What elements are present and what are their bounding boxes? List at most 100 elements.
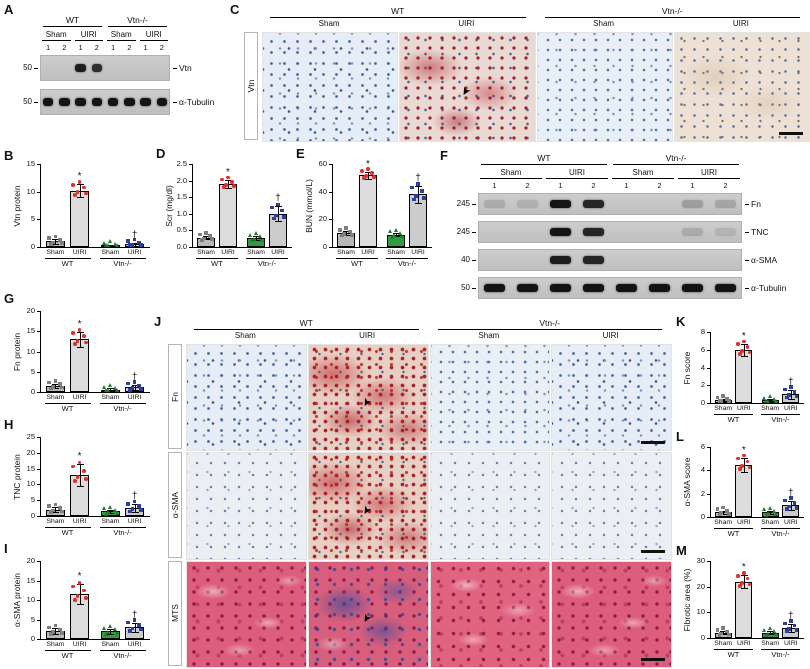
y-tick: [329, 191, 332, 193]
data-point: [789, 619, 793, 624]
data-point: [276, 202, 280, 207]
data-point: [126, 239, 130, 243]
protein-band: [582, 228, 605, 236]
y-tick: [329, 164, 332, 165]
x-tick-label: Sham: [714, 519, 733, 526]
y-tick-label: 6: [700, 442, 705, 451]
error-bar: [723, 510, 725, 515]
protein-band: [124, 98, 135, 106]
error-bar-cap: [52, 628, 60, 630]
protein-band: [648, 284, 671, 292]
error-bar-cap: [52, 511, 60, 513]
data-point: [224, 183, 228, 187]
x-tick-label: UIRI: [72, 641, 87, 648]
histology-image: [429, 452, 551, 560]
y-tick-label: 60: [318, 159, 327, 168]
y-tick-label: 4: [700, 362, 705, 372]
data-point: [736, 574, 740, 578]
data-point: [767, 505, 772, 510]
y-tick-label: 20: [696, 581, 705, 591]
data-point: [350, 233, 354, 237]
data-point: [47, 380, 51, 385]
data-point: [771, 396, 776, 401]
error-bar-cap: [393, 232, 400, 234]
panel-d-chart: Scr (mg/dl) 0.0 0.5 1.0 1.5 2.0 2.5 Sham * UIRI Sh…: [162, 152, 296, 274]
data-point: [132, 237, 137, 242]
x-tick-label: UIRI: [784, 405, 798, 412]
protein-band: [714, 200, 737, 208]
error-bar-cap: [76, 332, 84, 334]
error-bar-cap: [740, 457, 748, 459]
histology-row-label: MTS: [170, 604, 180, 623]
histology-group-header: Vtn-/-: [544, 6, 800, 18]
error-bar: [770, 399, 772, 402]
y-axis: [192, 164, 193, 248]
data-point: [137, 623, 141, 627]
data-point: [58, 506, 62, 510]
error-bar: [134, 242, 136, 246]
panel-label-i: I: [4, 541, 8, 556]
data-point: [787, 627, 791, 631]
protein-band: [91, 64, 103, 72]
histology-column-header: Sham: [234, 331, 256, 340]
data-point: [51, 240, 55, 245]
blot-label-tick: [173, 102, 177, 103]
histology-image: [551, 560, 672, 668]
data-point: [101, 384, 106, 389]
panel-label-f: F: [440, 148, 448, 163]
data-point: [103, 511, 108, 516]
group-label: WT: [351, 259, 363, 268]
data-point: [51, 384, 55, 389]
y-tick: [37, 619, 40, 621]
error-bar-cap: [720, 514, 728, 516]
y-tick: [707, 561, 710, 562]
panel-label-b: B: [4, 148, 14, 163]
data-point: [721, 394, 725, 398]
significance-marker: *: [77, 450, 82, 462]
blot-group-header: WT: [481, 152, 607, 165]
x-tick-label: Sham: [761, 405, 780, 412]
blot-condition-header: UIRI: [546, 167, 608, 179]
error-bar-cap: [720, 631, 728, 633]
y-tick: [37, 164, 40, 165]
y-tick: [37, 219, 40, 221]
error-bar: [790, 500, 792, 510]
protein-band: [75, 98, 86, 106]
protein-band: [681, 284, 704, 292]
blot-lane-number: 1: [78, 43, 83, 52]
error-bar-cap: [720, 510, 728, 512]
data-point: [103, 243, 108, 247]
protein-band: [59, 98, 70, 106]
x-tick-label: UIRI: [784, 519, 798, 526]
x-tick-label: Sham: [101, 641, 120, 648]
error-bar: [55, 507, 57, 512]
blot-lane-number: 2: [62, 43, 67, 52]
significance-marker: †: [788, 610, 794, 622]
error-bar: [134, 622, 136, 632]
data-point: [348, 229, 352, 234]
error-bar: [110, 509, 112, 513]
data-point: [420, 189, 424, 193]
data-point: [762, 627, 767, 632]
error-bar-cap: [253, 239, 260, 241]
error-bar-cap: [107, 390, 115, 392]
data-point: [362, 176, 366, 180]
data-point: [77, 328, 82, 332]
y-tick: [37, 452, 40, 454]
data-point: [222, 185, 226, 189]
error-bar-cap: [131, 622, 139, 624]
group-divider-line: [99, 650, 146, 651]
data-point: [139, 243, 143, 247]
significance-marker: †: [788, 487, 794, 499]
data-point: [108, 383, 113, 388]
error-bar-cap: [76, 197, 84, 199]
blot-strip: [478, 277, 742, 299]
blot-lane-number: 1: [690, 181, 695, 190]
group-divider-line: [760, 528, 801, 529]
y-tick-label: 10: [26, 186, 35, 196]
data-point: [736, 456, 740, 461]
error-bar-cap: [767, 399, 775, 401]
histology-image: [186, 452, 307, 560]
data-point: [745, 576, 750, 581]
y-tick-label: 10: [26, 595, 35, 604]
